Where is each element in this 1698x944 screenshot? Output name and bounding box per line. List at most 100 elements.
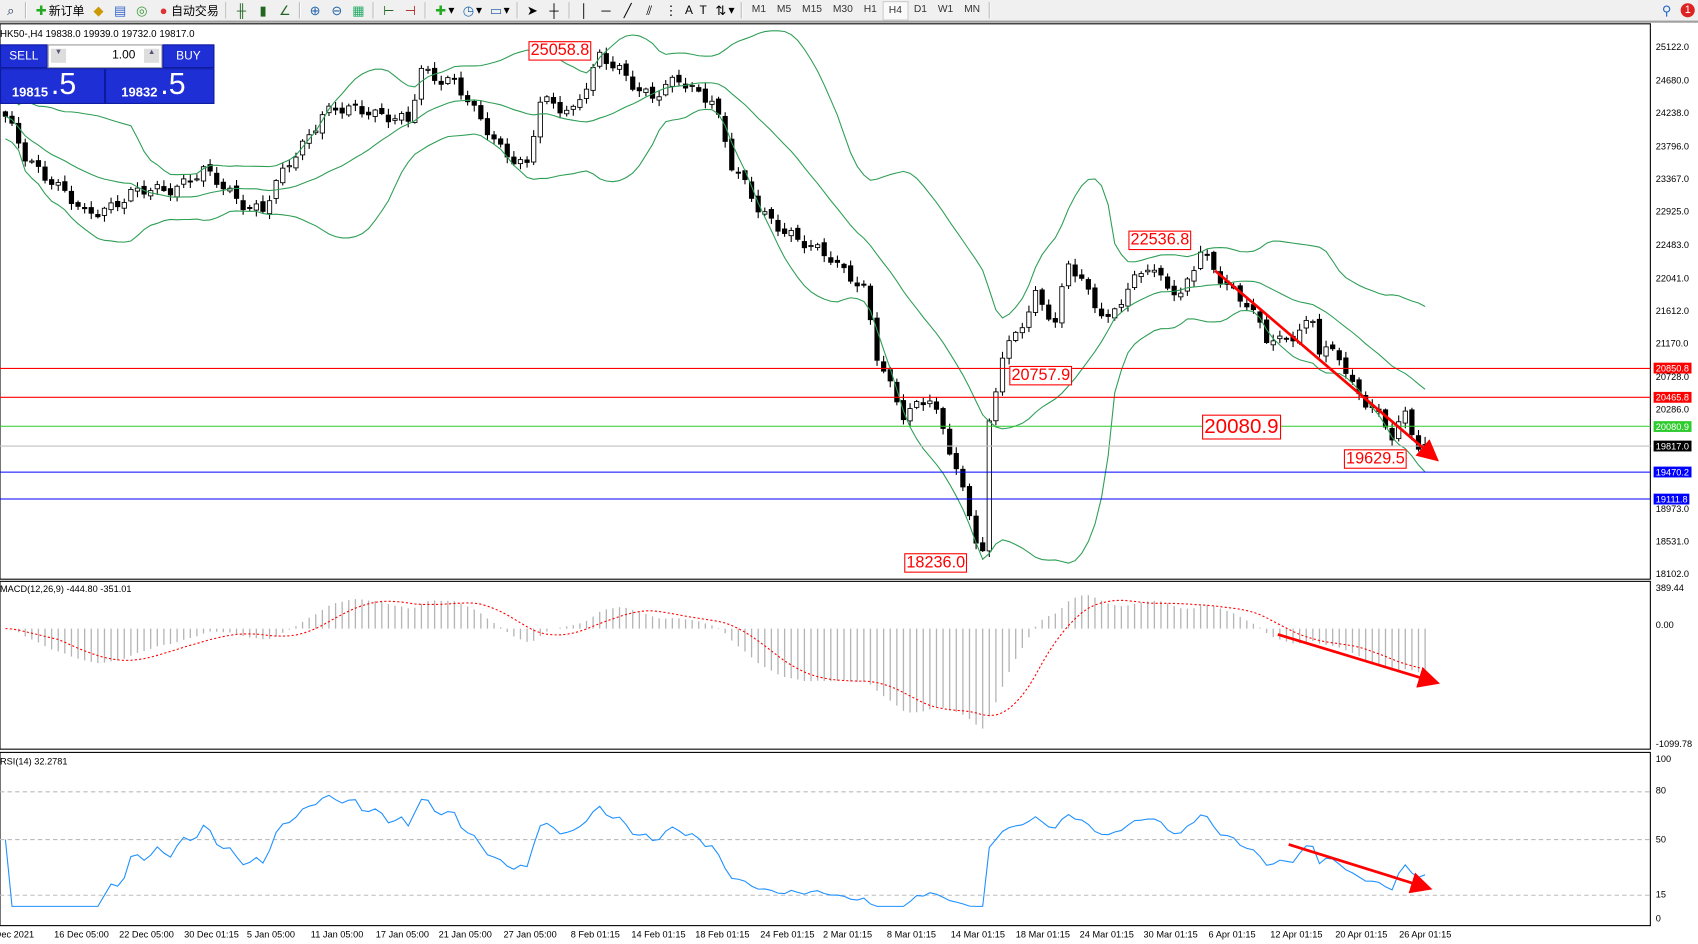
timeframe-m15[interactable]: M15 — [802, 2, 823, 15]
rsi-axis-tick: 80 — [1655, 785, 1667, 797]
one-click-trading-panel: SELL ▼ 1.00 ▲ BUY 19815 .5 19832 .5 — [0, 44, 215, 104]
candle — [1316, 318, 1323, 355]
vertical-line-icon[interactable]: │ — [580, 2, 589, 18]
sell-button[interactable]: SELL — [0, 44, 48, 69]
time-axis-tick: 18 Mar 01:15 — [1015, 928, 1071, 940]
candle — [1158, 267, 1164, 276]
navigator-icon[interactable]: ◎ — [136, 2, 148, 18]
chart-title: HK50-,H4 19838.0 19939.0 19732.0 19817.0 — [0, 28, 195, 39]
zoom-in-icon[interactable]: ⊕ — [309, 2, 321, 18]
price-annotation[interactable]: 20080.9 — [1202, 414, 1281, 440]
candlestick-icon[interactable]: ▮ — [259, 2, 267, 18]
horizontal-line-icon[interactable]: ─ — [601, 2, 611, 18]
buy-button[interactable]: BUY — [162, 44, 215, 69]
candle — [544, 96, 550, 103]
lot-size-value[interactable]: 1.00 — [112, 48, 136, 62]
time-axis-tick: 27 Jan 05:00 — [503, 928, 557, 940]
rsi-label: RSI(14) 32.2781 — [0, 755, 68, 767]
candle — [1013, 331, 1019, 341]
timeframe-h4[interactable]: H4 — [882, 0, 909, 21]
time-axis-tick: 30 Mar 01:15 — [1143, 928, 1198, 940]
candle — [881, 361, 887, 372]
candle — [1039, 289, 1045, 305]
templates-icon[interactable]: ▭ ▾ — [489, 2, 510, 18]
price-annotation[interactable]: 25058.8 — [528, 41, 592, 61]
price-axis-tick: 24238.0 — [1655, 107, 1690, 119]
text-label-icon[interactable]: T — [699, 3, 707, 17]
macd-pane — [5, 595, 1426, 729]
candle — [1402, 410, 1408, 424]
tile-windows-icon[interactable]: ▦ — [352, 2, 365, 18]
new-order-button[interactable]: ✚ 新订单 — [30, 1, 87, 19]
candle — [42, 166, 48, 181]
timeframe-mn[interactable]: MN — [964, 2, 981, 15]
candle — [399, 113, 405, 121]
candle — [531, 135, 537, 163]
candle — [1026, 311, 1032, 328]
text-icon[interactable]: A — [685, 3, 693, 17]
crosshair-icon[interactable]: ┼ — [549, 2, 559, 18]
candle — [332, 107, 339, 111]
market-watch-icon[interactable]: ◆ — [93, 2, 104, 18]
timeframe-m30[interactable]: M30 — [832, 2, 853, 15]
periods-icon[interactable]: ◷ ▾ — [462, 2, 482, 18]
search-icon[interactable]: ⚲ — [1661, 2, 1672, 18]
trend-arrow — [1214, 269, 1439, 462]
candle — [253, 203, 259, 211]
timeframe-w1[interactable]: W1 — [937, 2, 954, 15]
candle — [947, 428, 953, 455]
lot-increase-icon[interactable]: ▲ — [144, 48, 160, 63]
indicators-icon[interactable]: ✚ ▾ — [435, 2, 455, 18]
sell-price[interactable]: 19815 .5 — [0, 67, 106, 104]
timeframe-h1[interactable]: H1 — [863, 2, 877, 15]
candle — [577, 99, 583, 108]
candle — [49, 179, 55, 185]
chart-shift-icon[interactable]: ⊣ — [404, 2, 417, 18]
price-annotation[interactable]: 22536.8 — [1128, 230, 1192, 251]
candle — [1118, 304, 1124, 308]
notifications-button[interactable]: 1 — [1677, 1, 1698, 19]
buy-price[interactable]: 19832 .5 — [105, 67, 215, 104]
candle — [359, 106, 365, 115]
candle — [1145, 269, 1151, 273]
candle — [1131, 274, 1138, 288]
timeframe-d1[interactable]: D1 — [913, 2, 928, 15]
candle — [867, 285, 874, 321]
price-annotation[interactable]: 20757.9 — [1009, 365, 1073, 386]
candle — [1257, 311, 1263, 323]
channel-icon[interactable]: ⋮ — [664, 2, 678, 18]
line-chart-icon[interactable]: ∠ — [278, 2, 291, 18]
candle — [511, 156, 517, 165]
fibonacci-icon[interactable]: ⫽ — [646, 2, 653, 18]
timeframe-m1[interactable]: M1 — [751, 2, 767, 15]
candle — [1349, 374, 1356, 383]
candle — [1138, 273, 1144, 278]
time-axis-tick: 21 Jan 05:00 — [438, 928, 492, 940]
auto-trading-button[interactable]: ● 自动交易 — [153, 1, 222, 19]
cursor-icon[interactable]: ➤ — [526, 2, 538, 18]
candle — [214, 172, 220, 185]
arrows-icon[interactable]: ⇅ ▾ — [715, 2, 735, 18]
lot-size-spinner[interactable]: ▼ 1.00 ▲ — [47, 44, 163, 69]
bar-chart-icon[interactable]: ╫ — [236, 2, 247, 18]
timeframe-m5[interactable]: M5 — [776, 2, 792, 15]
lot-decrease-icon[interactable]: ▼ — [50, 48, 67, 63]
zoom-out-icon[interactable]: ⊖ — [331, 2, 343, 18]
candle — [1204, 253, 1210, 256]
candle — [920, 402, 926, 406]
candle — [999, 357, 1006, 393]
sell-price-main: 19815 — [11, 84, 49, 100]
buy-price-main: 19832 — [121, 84, 158, 100]
price-axis-tick: 25122.0 — [1655, 41, 1690, 52]
candle — [465, 95, 471, 103]
price-annotation[interactable]: 18236.0 — [904, 553, 968, 573]
price-annotation[interactable]: 19629.5 — [1343, 449, 1407, 469]
search-icon[interactable]: ⌕ — [7, 2, 15, 18]
trendline-icon[interactable]: ╱ — [623, 2, 632, 18]
price-axis-tick: 22483.0 — [1655, 239, 1690, 251]
candle — [1059, 286, 1065, 324]
data-window-icon[interactable]: ▤ — [114, 2, 127, 18]
auto-scroll-icon[interactable]: ⊢ — [383, 2, 395, 18]
